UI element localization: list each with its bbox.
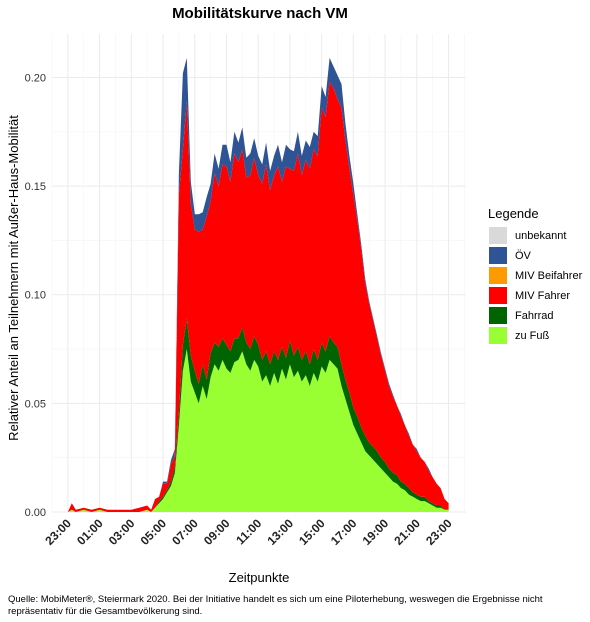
legend-label: Fahrrad: [515, 310, 554, 322]
chart-title: Mobilitätskurve nach VM: [172, 5, 348, 22]
legend-swatch: [489, 267, 507, 284]
x-axis-ticks: 23:00 01:00 03:00 05:00 07:00 09:00 11:00 13:00…: [42, 516, 455, 548]
legend-label: unbekannt: [515, 230, 566, 242]
area-zu-fuss: [67, 349, 449, 512]
legend-swatch: [489, 287, 507, 304]
x-tick-label: 13:00: [264, 516, 296, 548]
y-axis-ticks: 0.00 0.05 0.10 0.15 0.20: [25, 72, 46, 519]
x-tick-label: 09:00: [201, 516, 233, 548]
x-tick-label: 23:00: [423, 516, 455, 548]
legend-title: Legende: [488, 206, 539, 221]
x-tick-label: 23:00: [42, 516, 74, 548]
x-tick-label: 05:00: [138, 516, 170, 548]
legend-swatch: [489, 307, 507, 324]
x-tick-label: 15:00: [296, 516, 328, 548]
x-tick-label: 03:00: [106, 516, 138, 548]
legend-swatch: [489, 227, 507, 244]
x-tick-label: 07:00: [169, 516, 201, 548]
stacked-areas: [67, 57, 449, 513]
y-tick-label: 0.00: [25, 507, 46, 519]
y-tick-label: 0.15: [25, 181, 46, 193]
legend-label: ÖV: [515, 250, 532, 262]
x-tick-label: 21:00: [391, 516, 423, 548]
x-axis-label: Zeitpunkte: [229, 570, 290, 585]
source-caption: Quelle: MobiMeter®, Steiermark 2020. Bei…: [8, 594, 543, 617]
area-miv-fahrer: [67, 81, 449, 513]
legend-swatch: [489, 247, 507, 264]
x-tick-label: 17:00: [328, 516, 360, 548]
legend-label: MIV Beifahrer: [515, 270, 583, 282]
x-tick-label: 19:00: [360, 516, 392, 548]
mobility-chart: Mobilitätskurve nach VM Relativer Anteil…: [6, 5, 583, 585]
y-tick-label: 0.10: [25, 290, 46, 302]
x-tick-label: 01:00: [74, 516, 106, 548]
y-tick-label: 0.20: [25, 72, 46, 84]
legend-label: zu Fuß: [515, 330, 550, 342]
legend-swatch: [489, 327, 507, 344]
y-axis-label: Relativer Anteil an Teilnehmern mit Auße…: [6, 115, 21, 441]
y-tick-label: 0.05: [25, 398, 46, 410]
legend: Legende unbekannt ÖV MIV Beifahrer MIV Fahr…: [488, 206, 583, 344]
area-fahrrad: [67, 318, 449, 512]
x-tick-label: 11:00: [233, 516, 264, 547]
legend-label: MIV Fahrer: [515, 290, 570, 302]
